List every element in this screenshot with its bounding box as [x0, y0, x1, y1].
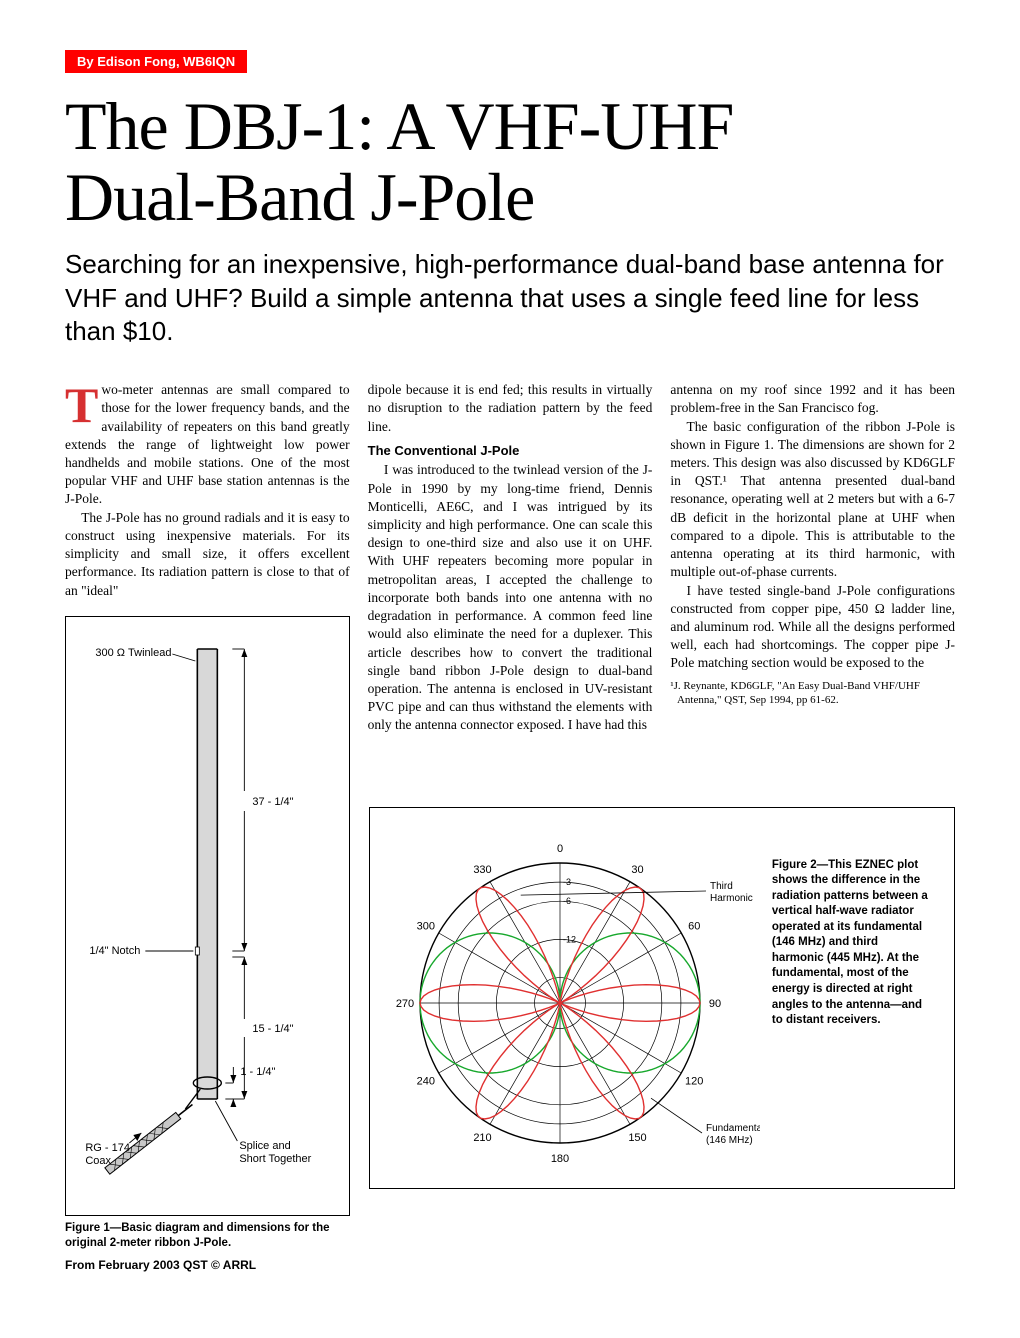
svg-text:300: 300: [416, 920, 434, 932]
page-subtitle: Searching for an inexpensive, high-perfo…: [65, 248, 955, 349]
svg-text:Third: Third: [710, 881, 733, 892]
figure-2: -3 -6 -12 0 30 60 90 120 150 180 210 240 270 300 330 Th…: [369, 807, 955, 1189]
figure-1: 300 Ω Twinlead 37 - 1/4" 1/4" Notch: [65, 616, 350, 1251]
title-line-2: Dual-Band J-Pole: [65, 159, 534, 235]
svg-text:330: 330: [473, 864, 491, 876]
column-1: Two-meter antennas are small compared to…: [65, 381, 350, 1273]
byline: By Edison Fong, WB6IQN: [65, 50, 247, 73]
svg-text:(146 MHz): (146 MHz): [706, 1135, 753, 1146]
footer-credit: From February 2003 QST © ARRL: [65, 1257, 350, 1273]
svg-text:0: 0: [557, 843, 563, 855]
figure-2-plot: -3 -6 -12 0 30 60 90 120 150 180 210 240 270 300 330 Th…: [380, 818, 760, 1178]
svg-text:-3: -3: [563, 877, 571, 887]
col1-para2: The J-Pole has no ground radials and it …: [65, 509, 350, 600]
svg-text:-6: -6: [563, 896, 571, 906]
svg-text:150: 150: [628, 1132, 646, 1144]
col2-para2: I was introduced to the twinlead version…: [368, 461, 653, 734]
svg-text:Short Together: Short Together: [239, 1153, 311, 1165]
svg-text:Splice and: Splice and: [239, 1140, 290, 1152]
col2-subhead: The Conventional J-Pole: [368, 442, 653, 460]
figure-2-caption: Figure 2—This EZNEC plot shows the diffe…: [772, 858, 932, 1029]
svg-text:Fundamental: Fundamental: [706, 1123, 760, 1134]
svg-text:37 - 1/4": 37 - 1/4": [252, 796, 293, 808]
svg-text:270: 270: [396, 998, 414, 1010]
svg-text:Harmonic: Harmonic: [710, 893, 753, 904]
figure-1-caption: Figure 1—Basic diagram and dimensions fo…: [65, 1221, 350, 1251]
title-line-1: The DBJ-1: A VHF-UHF: [65, 88, 733, 164]
svg-text:Coax: Coax: [85, 1155, 111, 1167]
col3-para1: antenna on my roof since 1992 and it has…: [670, 381, 955, 417]
svg-text:90: 90: [709, 998, 721, 1010]
svg-text:-12: -12: [563, 934, 576, 944]
svg-text:300 Ω Twinlead: 300 Ω Twinlead: [95, 647, 171, 659]
col2-para1: dipole because it is end fed; this resul…: [368, 381, 653, 436]
svg-text:180: 180: [551, 1153, 569, 1165]
svg-text:1 - 1/4": 1 - 1/4": [240, 1066, 275, 1078]
svg-text:120: 120: [685, 1075, 703, 1087]
col1-p1-text: wo-meter antennas are small compared to …: [65, 382, 350, 506]
col3-para2: The basic configuration of the ribbon J-…: [670, 418, 955, 582]
dropcap: T: [65, 381, 101, 427]
col1-para1: Two-meter antennas are small compared to…: [65, 381, 350, 509]
svg-text:240: 240: [416, 1075, 434, 1087]
footnote-1: ¹J. Reynante, KD6GLF, "An Easy Dual-Band…: [670, 679, 955, 708]
figure-1-diagram: 300 Ω Twinlead 37 - 1/4" 1/4" Notch: [65, 616, 350, 1216]
svg-text:15 - 1/4": 15 - 1/4": [252, 1023, 293, 1035]
svg-text:210: 210: [473, 1132, 491, 1144]
svg-text:RG - 174: RG - 174: [85, 1142, 130, 1154]
svg-text:30: 30: [631, 864, 643, 876]
svg-text:1/4" Notch: 1/4" Notch: [89, 945, 140, 957]
col3-para3: I have tested single-band J-Pole configu…: [670, 582, 955, 673]
svg-text:60: 60: [688, 920, 700, 932]
page-title: The DBJ-1: A VHF-UHF Dual-Band J-Pole: [65, 91, 955, 234]
